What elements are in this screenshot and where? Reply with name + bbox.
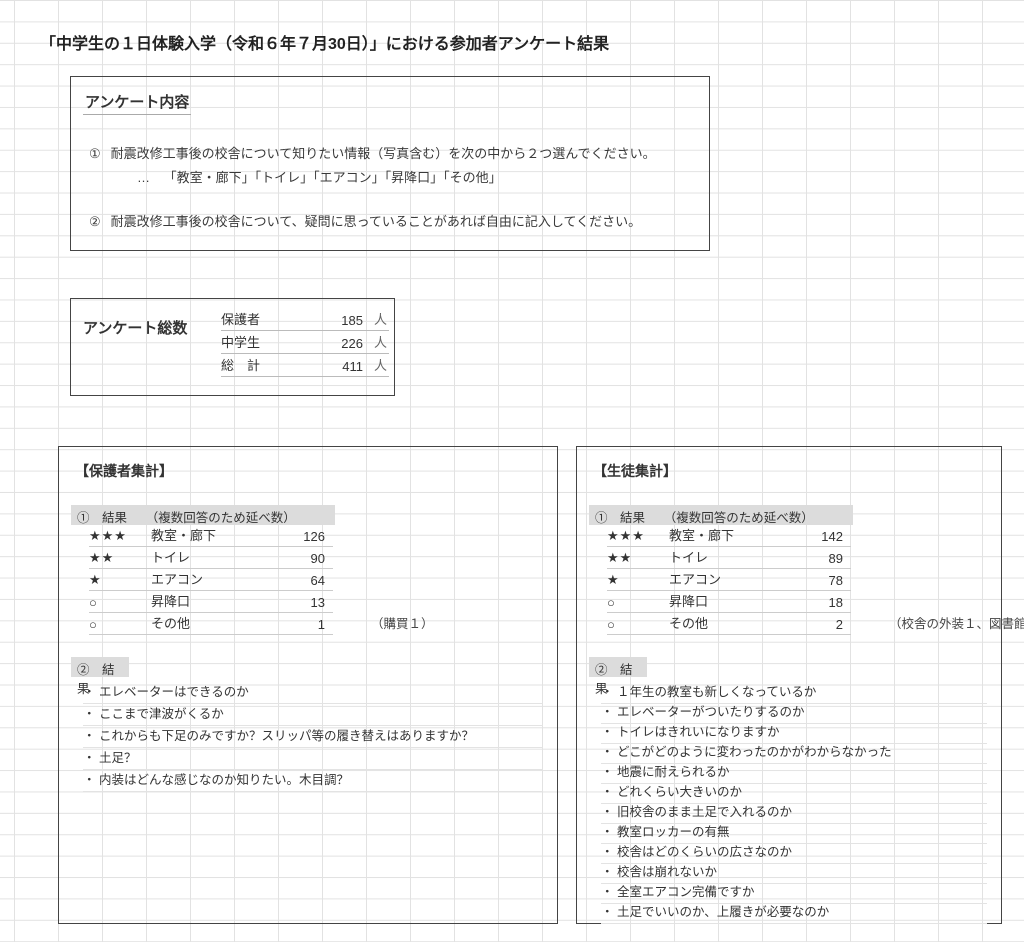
totals-unit: 人: [374, 332, 387, 351]
page-title: 「中学生の１日体験入学（令和６年７月30日）」における参加者アンケート結果: [40, 30, 609, 54]
item-label: その他: [669, 613, 708, 632]
item-count: 78: [829, 573, 843, 588]
rank-marker: ○: [89, 595, 98, 610]
survey-content-box: アンケート内容 ① 耐震改修工事後の校舎について知りたい情報（写真含む）を次の中…: [70, 76, 710, 251]
item-note: （購買１）: [371, 613, 434, 632]
item-label: トイレ: [669, 547, 708, 566]
item-count: 64: [311, 573, 325, 588]
guardian-comment: ・ここまで津波がくるか: [83, 703, 543, 726]
student-row: ★★ トイレ 89: [607, 547, 851, 569]
rank-marker: ★★★: [607, 528, 645, 544]
item-count: 126: [303, 529, 325, 544]
totals-row-guardian: 保護者 185 人: [221, 309, 389, 331]
totals-label: 総 計: [221, 355, 260, 374]
item-label: 昇降口: [669, 591, 708, 610]
guardian-q2-head: ② 結果: [71, 657, 129, 677]
item-count: 90: [311, 551, 325, 566]
student-row: ○ その他 2 （校舎の外装１、図書館１）: [607, 613, 851, 635]
guardian-title: 【保護者集計】: [75, 461, 173, 481]
guardian-row: ○ その他 1 （購買１）: [89, 613, 333, 635]
totals-value: 226: [341, 336, 363, 351]
item-label: その他: [151, 613, 190, 632]
totals-box: アンケート総数 保護者 185 人 中学生 226 人 総 計 411 人: [70, 298, 395, 396]
item-label: 教室・廊下: [669, 525, 734, 544]
item-label: トイレ: [151, 547, 190, 566]
guardian-comment: ・土足？: [83, 747, 543, 770]
student-row: ○ 昇降口 18: [607, 591, 851, 613]
q1-opts: 「教室・廊下」「トイレ」「エアコン」「昇降口」「その他」: [164, 170, 502, 185]
guardian-row: ★★★ 教室・廊下 126: [89, 525, 333, 547]
guardian-comment: ・エレベーターはできるのか: [83, 681, 543, 704]
totals-row-sum: 総 計 411 人: [221, 355, 389, 377]
rank-marker: ★★: [89, 550, 114, 566]
item-count: 1: [318, 617, 325, 632]
item-label: 昇降口: [151, 591, 190, 610]
guardian-comment: ・これからも下足のみですか？スリッパ等の履き替えはありますか？: [83, 725, 543, 748]
survey-q1-options: … 「教室・廊下」「トイレ」「エアコン」「昇降口」「その他」: [137, 167, 502, 186]
totals-value: 411: [342, 359, 363, 374]
q2-number: ②: [89, 214, 107, 230]
rank-marker: ○: [607, 617, 616, 632]
item-count: 13: [311, 595, 325, 610]
item-label: 教室・廊下: [151, 525, 216, 544]
guardian-panel: 【保護者集計】 ① 結果 （複数回答のため延べ数） ★★★ 教室・廊下 126 …: [58, 446, 558, 924]
rank-marker: ★★★: [89, 528, 127, 544]
rank-marker: ★: [607, 572, 620, 588]
rank-marker: ○: [607, 595, 616, 610]
q2-text: 耐震改修工事後の校舎について、疑問に思っていることがあれば自由に記入してください…: [111, 214, 642, 229]
item-count: 2: [836, 617, 843, 632]
guardian-row: ★★ トイレ 90: [89, 547, 333, 569]
totals-label: 中学生: [221, 332, 260, 351]
item-count: 18: [829, 595, 843, 610]
student-q1-head: ① 結果 （複数回答のため延べ数）: [589, 505, 853, 525]
rank-marker: ★★: [607, 550, 632, 566]
guardian-row: ○ 昇降口 13: [89, 591, 333, 613]
q1-number: ①: [89, 146, 107, 162]
guardian-comment: ・内装はどんな感じなのか知りたい。木目調？: [83, 769, 543, 792]
q1-opts-prefix: …: [137, 170, 150, 185]
student-title: 【生徒集計】: [593, 461, 677, 481]
item-label: エアコン: [669, 569, 721, 588]
totals-heading: アンケート総数: [83, 317, 187, 338]
item-note: （校舎の外装１、図書館１）: [889, 613, 1024, 632]
rank-marker: ○: [89, 617, 98, 632]
totals-unit: 人: [374, 355, 387, 374]
totals-label: 保護者: [221, 309, 260, 328]
totals-value: 185: [341, 313, 363, 328]
item-count: 142: [821, 529, 843, 544]
student-row: ★ エアコン 78: [607, 569, 851, 591]
q1-text: 耐震改修工事後の校舎について知りたい情報（写真含む）を次の中から２つ選んでくださ…: [111, 146, 656, 161]
student-q2-head: ② 結果: [589, 657, 647, 677]
item-count: 89: [829, 551, 843, 566]
guardian-row: ★ エアコン 64: [89, 569, 333, 591]
survey-q1: ① 耐震改修工事後の校舎について知りたい情報（写真含む）を次の中から２つ選んでく…: [89, 143, 656, 162]
totals-row-student: 中学生 226 人: [221, 332, 389, 354]
rank-marker: ★: [89, 572, 102, 588]
student-panel: 【生徒集計】 ① 結果 （複数回答のため延べ数） ★★★ 教室・廊下 142 ★…: [576, 446, 1002, 924]
survey-heading: アンケート内容: [83, 91, 191, 115]
student-comment: ・土足でいいのか、上履きが必要なのか: [601, 901, 987, 924]
survey-q2: ② 耐震改修工事後の校舎について、疑問に思っていることがあれば自由に記入してくだ…: [89, 211, 641, 230]
totals-unit: 人: [374, 309, 387, 328]
item-label: エアコン: [151, 569, 203, 588]
student-row: ★★★ 教室・廊下 142: [607, 525, 851, 547]
guardian-q1-head: ① 結果 （複数回答のため延べ数）: [71, 505, 335, 525]
